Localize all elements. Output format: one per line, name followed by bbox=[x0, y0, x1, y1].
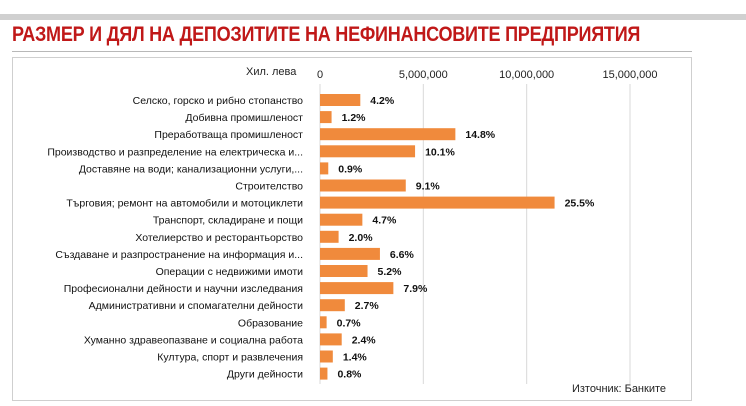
x-tick-labels: 0 5,000,000 10,000,000 15,000,000 bbox=[317, 69, 658, 81]
bars bbox=[320, 94, 555, 380]
chart-frame bbox=[12, 57, 692, 401]
category-label: Търговия; ремонт на автомобили и мотоцик… bbox=[66, 198, 303, 210]
category-label: Образование bbox=[238, 317, 303, 329]
value-label: 1.2% bbox=[342, 112, 367, 124]
category-label: Операции с недвижими имоти bbox=[156, 266, 304, 278]
bar bbox=[320, 282, 394, 295]
category-label: Строителство bbox=[235, 181, 303, 193]
value-label: 6.6% bbox=[390, 249, 415, 261]
chart-title: РАЗМЕР И ДЯЛ НА ДЕПОЗИТИТЕ НА НЕФИНАНСОВ… bbox=[12, 23, 641, 46]
value-label: 25.5% bbox=[565, 198, 595, 210]
bar bbox=[320, 265, 368, 277]
x-tick-label: 10,000,000 bbox=[499, 69, 554, 81]
bar bbox=[320, 230, 339, 243]
bar bbox=[320, 94, 361, 106]
bar bbox=[320, 179, 406, 192]
x-tick-label: 5,000,000 bbox=[399, 69, 448, 81]
value-label: 2.7% bbox=[355, 300, 380, 312]
top-rule bbox=[0, 14, 746, 20]
bar bbox=[320, 196, 555, 209]
bar bbox=[320, 367, 328, 380]
bar bbox=[320, 350, 333, 363]
value-label: 2.0% bbox=[349, 232, 374, 244]
value-label: 2.4% bbox=[352, 334, 377, 346]
bar bbox=[320, 162, 329, 175]
category-label: Добивна промишленост bbox=[185, 112, 303, 124]
category-label: Преработваща промишленост bbox=[154, 129, 303, 141]
bar bbox=[320, 247, 380, 260]
category-label: Култура, спорт и развлечения bbox=[157, 352, 303, 364]
bar bbox=[320, 145, 416, 158]
category-label: Професионални дейности и научни изследва… bbox=[64, 283, 303, 295]
value-label: 0.7% bbox=[337, 317, 362, 329]
source-note: Източник: Банките bbox=[572, 383, 666, 395]
bar bbox=[320, 128, 456, 141]
category-label: Производство и разпределение на електрич… bbox=[47, 146, 303, 158]
category-label: Други дейности bbox=[227, 369, 303, 381]
value-label: 1.4% bbox=[343, 352, 368, 364]
value-label: 4.7% bbox=[372, 215, 397, 227]
category-label: Транспорт, складиране и пощи bbox=[153, 215, 303, 227]
bar bbox=[320, 299, 345, 312]
category-label: Административни и спомагателни дейности bbox=[89, 300, 303, 312]
x-tick-label: 15,000,000 bbox=[602, 69, 657, 81]
value-label: 14.8% bbox=[465, 129, 495, 141]
bar bbox=[320, 316, 327, 329]
bar bbox=[320, 213, 363, 226]
bar bbox=[320, 111, 332, 124]
category-label: Доставяне на води; канализационни услуги… bbox=[79, 163, 303, 175]
value-labels: 4.2%1.2% 14.8% 10.1% 0.9% 9.1% 25.5% 4.7% 2.0% 6… bbox=[337, 95, 595, 381]
category-label: Селско, горско и рибно стопанство bbox=[133, 95, 304, 107]
category-labels: Селско, горско и рибно стопанство Добивна… bbox=[47, 95, 303, 381]
bar bbox=[320, 333, 342, 346]
value-label: 0.9% bbox=[338, 163, 363, 175]
value-label: 7.9% bbox=[403, 283, 428, 295]
category-label: Хуманно здравеопазване и социална работа bbox=[84, 334, 303, 346]
x-tick-label: 0 bbox=[317, 69, 323, 81]
value-label: 5.2% bbox=[378, 266, 403, 278]
category-label: Хотелиерство и ресторантьорство bbox=[135, 232, 303, 244]
value-label: 4.2% bbox=[370, 95, 395, 107]
value-label: 0.8% bbox=[337, 369, 362, 381]
value-label: 10.1% bbox=[425, 146, 455, 158]
title-divider bbox=[12, 51, 692, 52]
unit-label: Хил. лева bbox=[246, 66, 297, 78]
value-label: 9.1% bbox=[416, 181, 441, 193]
category-label: Създаване и разпространение на информаци… bbox=[55, 249, 303, 261]
